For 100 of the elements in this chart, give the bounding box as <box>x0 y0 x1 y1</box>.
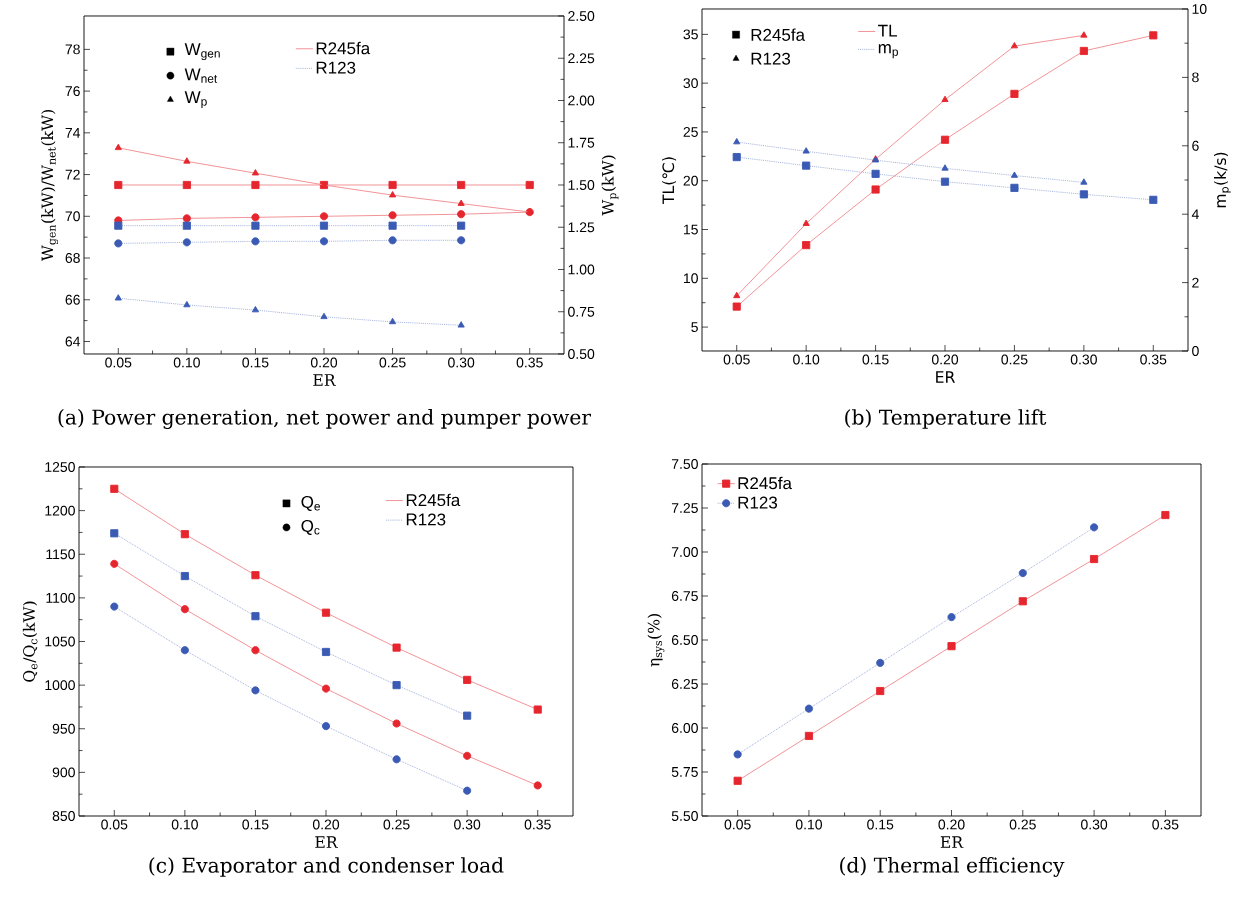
y2-tick-label: 2.50 <box>568 11 595 21</box>
y2-tick-label: 1.25 <box>568 222 595 233</box>
x-tick-label: 0.35 <box>516 357 543 368</box>
annotation: W$_{p}$ <box>184 91 207 109</box>
legend-label: R123 <box>316 61 356 74</box>
y-axis-title: W$_{gen}$(kW)/W$_{net}$(kW) <box>41 110 59 262</box>
text: (b) Temperature lift <box>845 409 1047 429</box>
x-tick-label: 0.10 <box>173 357 200 368</box>
y-tick-label: 7.25 <box>671 503 698 513</box>
legend-label: R245fa <box>316 41 371 55</box>
x-tick-label: 0.15 <box>862 354 889 365</box>
annotation: W$_{gen}$ <box>184 43 220 61</box>
annotation: R123 <box>751 52 791 65</box>
x-tick-label: 0.25 <box>379 357 406 368</box>
y-tick-label: 64 <box>65 336 81 347</box>
text: (a) Power generation, net power and pumper power <box>58 409 592 429</box>
y-tick-label: 6.25 <box>671 679 698 689</box>
y-tick-label: 5 <box>691 322 698 332</box>
annotation: W$_{net}$ <box>184 68 218 83</box>
x-tick-label: 0.10 <box>171 819 198 830</box>
x-axis-title: ER <box>313 374 336 386</box>
y-tick-label: 20 <box>683 175 698 186</box>
legend-label: R123 <box>738 496 778 509</box>
x-tick-label: 0.15 <box>867 819 894 830</box>
y-tick-label: 66 <box>65 294 80 305</box>
y-tick-label: 6.00 <box>671 723 698 733</box>
y-tick-label: 7.50 <box>671 459 698 469</box>
y2-tick-label: 10 <box>1192 4 1207 14</box>
legend-label: m$_{p}$ <box>878 44 898 59</box>
y-tick-label: 5.75 <box>671 767 698 777</box>
y-tick-label: 15 <box>683 224 698 235</box>
y-tick-label: 68 <box>65 253 80 263</box>
legend-label: R123 <box>406 513 446 526</box>
text: (c) Evaporator and condenser load <box>149 857 504 877</box>
y-tick-label: 6.75 <box>671 591 698 601</box>
y-tick-label: 78 <box>65 44 80 55</box>
x-tick-label: 0.35 <box>1152 819 1179 830</box>
x-tick-label: 0.05 <box>101 819 128 830</box>
x-tick-label: 0.30 <box>448 357 475 368</box>
x-tick-label: 0.05 <box>724 819 751 830</box>
y2-tick-label: 6 <box>1192 140 1199 151</box>
x-tick-label: 0.20 <box>310 357 338 368</box>
y-tick-label: 5.50 <box>671 811 698 821</box>
x-tick-label: 0.15 <box>242 819 269 830</box>
y-tick-label: 70 <box>65 211 80 222</box>
y-tick-label: 25 <box>683 126 698 137</box>
x-tick-label: 0.30 <box>454 819 481 830</box>
y-tick-label: 74 <box>65 128 81 138</box>
y-axis-title: η$_{sys}$(%) <box>647 614 665 667</box>
y-tick-label: 1200 <box>45 505 75 516</box>
annotation: R245fa <box>751 28 806 41</box>
y2-tick-label: 0 <box>1192 346 1199 356</box>
annotation: Q$_{c}$ <box>301 519 320 535</box>
y-tick-label: 950 <box>52 723 75 734</box>
x-tick-label: 0.25 <box>1001 354 1028 365</box>
y-tick-label: 850 <box>52 811 75 821</box>
y2-tick-label: 8 <box>1192 72 1199 83</box>
x-tick-label: 0.15 <box>242 357 269 368</box>
y-tick-label: 1250 <box>45 462 75 472</box>
legend-label: TL <box>878 24 897 37</box>
y2-tick-label: 1.00 <box>568 264 595 275</box>
y2-tick-label: 1.50 <box>568 180 595 190</box>
y2-tick-label: 2 <box>1192 277 1199 288</box>
y-tick-label: 7.00 <box>671 547 698 557</box>
x-tick-label: 0.05 <box>105 357 132 368</box>
y-tick-label: 6.50 <box>671 635 698 645</box>
x-tick-label: 0.25 <box>1009 819 1036 830</box>
y-tick-label: 900 <box>52 767 75 778</box>
x-tick-label: 0.30 <box>1070 354 1097 365</box>
text: (d) Thermal efficiency <box>840 857 1065 877</box>
x-axis-title: ER <box>315 836 338 848</box>
x-tick-label: 0.20 <box>312 819 340 830</box>
legend-label: R245fa <box>738 476 792 490</box>
y-axis-title: TL(℃) <box>662 157 677 205</box>
y-tick-label: 76 <box>65 86 80 97</box>
y2-tick-label: 0.75 <box>568 306 595 317</box>
y-tick-label: 1100 <box>46 592 75 603</box>
y2-tick-label: 2.25 <box>568 53 595 64</box>
y-tick-label: 35 <box>683 29 698 40</box>
y-tick-label: 30 <box>683 78 698 89</box>
y-tick-label: 10 <box>683 273 698 284</box>
y-tick-label: 1150 <box>46 549 75 560</box>
x-tick-label: 0.10 <box>793 354 820 365</box>
y2-tick-label: 1.75 <box>568 137 595 148</box>
x-tick-label: 0.35 <box>524 819 551 830</box>
y2-tick-label: 4 <box>1191 209 1199 220</box>
x-tick-label: 0.30 <box>1081 819 1108 830</box>
annotation: Q$_{e}$ <box>301 495 320 511</box>
x-tick-label: 0.05 <box>723 354 750 365</box>
x-tick-label: 0.20 <box>938 819 965 830</box>
y2-axis-title: W$_{p}$(kW) <box>601 155 619 216</box>
y2-tick-label: 0.50 <box>568 349 595 359</box>
x-tick-label: 0.10 <box>795 819 823 830</box>
y-tick-label: 1050 <box>45 636 75 647</box>
legend-label: R245fa <box>406 493 461 507</box>
y2-axis-title: m$_{p}$(k/s) <box>1213 152 1231 208</box>
y-tick-label: 1000 <box>45 680 75 691</box>
x-tick-label: 0.20 <box>931 354 959 365</box>
y2-tick-label: 2.00 <box>568 95 595 106</box>
y-axis-title: Q$_{e}$/Q$_{c}$(kW) <box>22 601 38 682</box>
